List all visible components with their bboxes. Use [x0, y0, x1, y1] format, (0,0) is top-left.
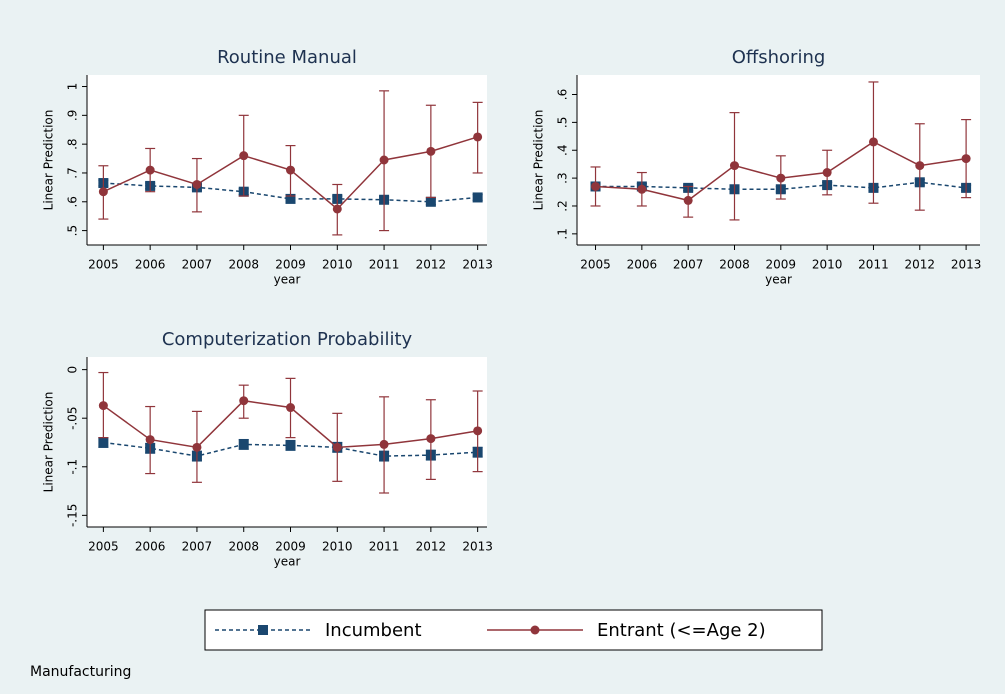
- y-axis-label: Linear Prediction: [42, 392, 56, 493]
- marker: [285, 193, 296, 204]
- marker: [145, 165, 155, 175]
- marker: [961, 154, 971, 164]
- x-tick-label: 2012: [905, 258, 936, 272]
- x-tick-label: 2007: [182, 258, 213, 272]
- y-tick-label: .4: [556, 145, 570, 156]
- x-tick-label: 2013: [462, 540, 493, 554]
- x-tick-label: 2005: [580, 258, 611, 272]
- x-tick-label: 2010: [322, 540, 353, 554]
- x-tick-label: 2007: [182, 540, 213, 554]
- legend-label: Entrant (<=Age 2): [597, 620, 766, 641]
- panel-title: Routine Manual: [217, 47, 357, 68]
- y-tick-label: .1: [556, 228, 570, 239]
- marker: [192, 442, 202, 452]
- marker: [239, 396, 249, 406]
- y-tick-label: 1: [66, 83, 80, 91]
- y-tick-label: -.15: [66, 504, 80, 527]
- marker: [426, 146, 436, 156]
- x-tick-label: 2007: [673, 258, 704, 272]
- y-tick-label: .2: [556, 200, 570, 211]
- x-tick-label: 2009: [275, 540, 306, 554]
- marker: [425, 196, 436, 207]
- y-tick-label: .7: [66, 167, 80, 178]
- marker: [473, 426, 483, 436]
- x-tick-label: 2006: [627, 258, 658, 272]
- marker: [379, 155, 389, 165]
- x-tick-label: 2011: [858, 258, 889, 272]
- y-tick-label: .6: [66, 196, 80, 207]
- x-tick-label: 2011: [369, 258, 400, 272]
- marker: [683, 195, 693, 205]
- x-tick-label: 2013: [462, 258, 493, 272]
- note: Manufacturing: [30, 664, 131, 680]
- marker: [98, 401, 108, 411]
- marker: [258, 625, 268, 635]
- marker: [822, 168, 832, 178]
- x-axis-label: year: [274, 555, 301, 569]
- plot-area: [577, 75, 980, 245]
- x-tick-label: 2006: [135, 540, 166, 554]
- marker: [286, 403, 296, 413]
- panel-title: Computerization Probability: [162, 329, 413, 350]
- legend-label: Incumbent: [325, 620, 422, 641]
- y-axis-label: Linear Prediction: [42, 110, 56, 211]
- marker: [98, 437, 109, 448]
- y-tick-label: .8: [66, 138, 80, 149]
- y-tick-label: .3: [556, 172, 570, 183]
- x-tick-label: 2010: [322, 258, 353, 272]
- x-tick-label: 2012: [416, 258, 447, 272]
- x-tick-label: 2008: [228, 540, 259, 554]
- x-tick-label: 2006: [135, 258, 166, 272]
- x-axis-label: year: [274, 273, 301, 287]
- marker: [776, 173, 786, 183]
- x-tick-label: 2005: [88, 258, 119, 272]
- marker: [472, 192, 483, 203]
- marker: [332, 442, 342, 452]
- marker: [473, 132, 483, 142]
- y-tick-label: .5: [556, 117, 570, 128]
- x-axis-label: year: [765, 273, 792, 287]
- marker: [238, 439, 249, 450]
- marker: [379, 439, 389, 449]
- x-tick-label: 2008: [719, 258, 750, 272]
- marker: [868, 137, 878, 147]
- y-tick-label: 0: [66, 366, 80, 374]
- panel-title: Offshoring: [732, 47, 826, 68]
- x-tick-label: 2008: [228, 258, 259, 272]
- marker: [426, 434, 436, 444]
- plot-area: [87, 75, 487, 245]
- x-tick-label: 2010: [812, 258, 843, 272]
- marker: [285, 440, 296, 451]
- x-tick-label: 2009: [766, 258, 797, 272]
- marker: [591, 181, 601, 191]
- x-tick-label: 2012: [416, 540, 447, 554]
- marker: [239, 151, 249, 161]
- marker: [530, 625, 540, 635]
- marker: [98, 187, 108, 197]
- marker: [332, 204, 342, 214]
- marker: [915, 161, 925, 171]
- y-tick-label: -.1: [66, 459, 80, 475]
- marker: [286, 165, 296, 175]
- marker: [145, 435, 155, 445]
- y-tick-label: .6: [556, 89, 570, 100]
- y-tick-label: .5: [66, 225, 80, 236]
- marker: [192, 179, 202, 189]
- x-tick-label: 2013: [951, 258, 982, 272]
- x-tick-label: 2009: [275, 258, 306, 272]
- marker: [637, 184, 647, 194]
- x-tick-label: 2011: [369, 540, 400, 554]
- y-axis-label: Linear Prediction: [532, 110, 546, 211]
- y-tick-label: -.05: [66, 406, 80, 429]
- y-tick-label: .9: [66, 110, 80, 121]
- marker: [729, 161, 739, 171]
- x-tick-label: 2005: [88, 540, 119, 554]
